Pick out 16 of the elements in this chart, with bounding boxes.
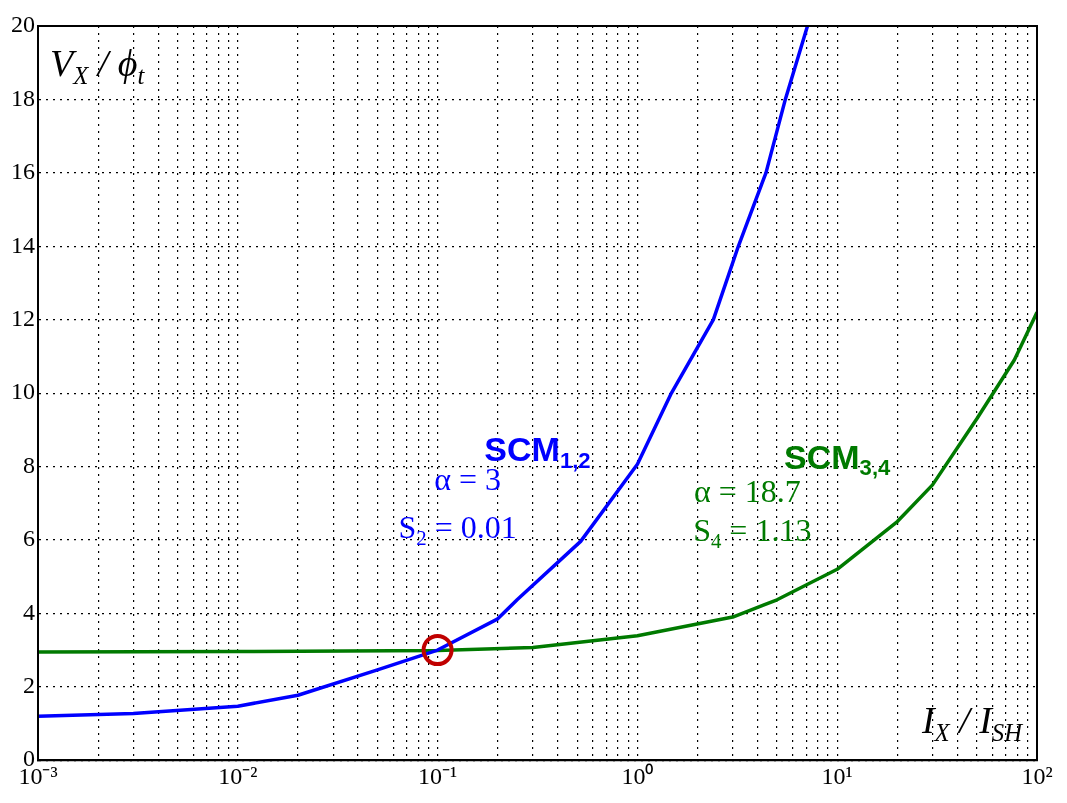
y-tick-label: 12	[11, 304, 35, 331]
annotation: α = 18.7	[693, 473, 801, 510]
x-tick-label: 10⁻¹	[418, 762, 458, 789]
x-tick-label: 10⁻²	[218, 762, 258, 789]
y-tick-label: 14	[11, 231, 35, 258]
y-tick-label: 8	[23, 451, 35, 478]
y-tick-label: 2	[23, 672, 35, 699]
y-tick-label: 10	[11, 378, 35, 405]
x-tick-label: 10⁰	[621, 762, 654, 789]
y-tick-label: 4	[23, 598, 35, 625]
y-tick-label: 16	[11, 158, 35, 185]
x-tick-label: 10¹	[821, 762, 853, 789]
y-tick-label: 6	[23, 525, 35, 552]
y-tick-label: 18	[11, 84, 35, 111]
x-tick-label: 10²	[1021, 762, 1053, 789]
y-tick-label: 20	[11, 11, 35, 38]
